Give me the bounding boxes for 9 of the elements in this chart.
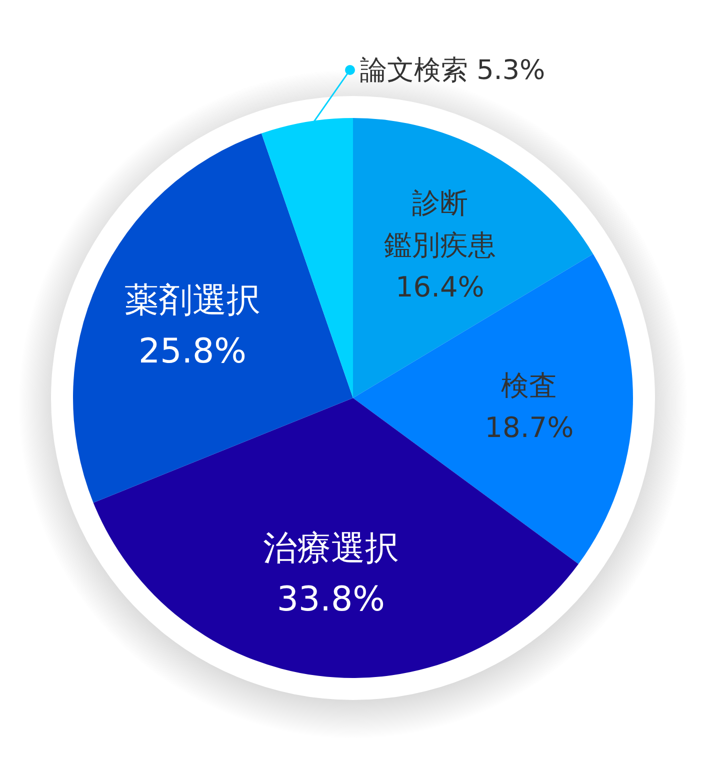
slice-label: 診断鑑別疾患 <box>384 186 496 262</box>
legend-label: 論文検索 5.3% <box>360 55 546 86</box>
slice-label: 治療選択 <box>262 528 399 568</box>
data-label: 25.8% <box>138 331 246 372</box>
data-label: 33.8% <box>276 579 385 620</box>
data-label: 18.7% <box>484 411 574 444</box>
slice-label: 薬剤選択 <box>124 280 260 320</box>
slice-label: 検査 <box>501 369 558 402</box>
data-label: 16.4% <box>395 270 484 304</box>
